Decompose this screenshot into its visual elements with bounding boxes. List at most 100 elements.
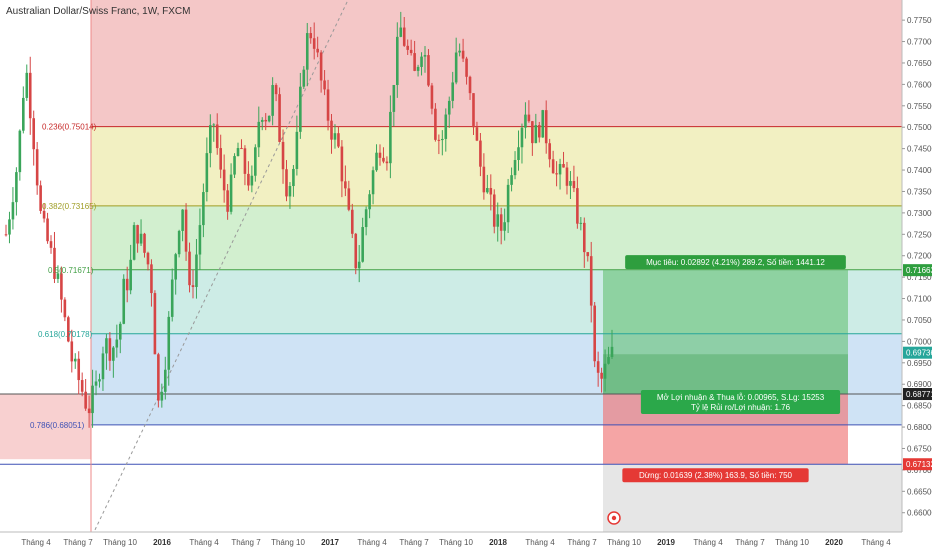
x-axis[interactable]: Tháng 4 Tháng 7 Tháng 10 2016 Tháng 4 Tháng 7… bbox=[0, 511, 932, 550]
candle-body bbox=[312, 38, 316, 49]
x-tick-label-5: Tháng 7 bbox=[231, 538, 261, 547]
x-tick-label-6: Tháng 10 bbox=[271, 538, 305, 547]
candle-body bbox=[603, 363, 607, 379]
candle-body bbox=[215, 124, 219, 149]
candle-body bbox=[389, 111, 392, 164]
candle-body bbox=[364, 209, 368, 228]
candle-body bbox=[326, 89, 330, 121]
candle-body bbox=[375, 152, 378, 171]
candle-body bbox=[548, 143, 551, 160]
candle-body bbox=[226, 190, 229, 212]
candle-body bbox=[80, 380, 84, 392]
candle-body bbox=[278, 94, 281, 142]
candle-body bbox=[191, 285, 195, 288]
candle-body bbox=[22, 97, 25, 131]
candle-body bbox=[264, 119, 268, 122]
candle-body bbox=[368, 194, 371, 210]
price-tag-1 bbox=[903, 346, 932, 359]
fib-lines-layer bbox=[0, 0, 902, 532]
candle-body bbox=[382, 157, 385, 162]
candle-body bbox=[558, 164, 562, 175]
x-tick-label-12: Tháng 4 bbox=[525, 538, 555, 547]
candle-body bbox=[496, 214, 500, 227]
candle-body bbox=[302, 69, 306, 87]
candle-body bbox=[28, 72, 32, 119]
candle-body bbox=[444, 114, 448, 139]
candle-body bbox=[593, 305, 596, 362]
x-tick-label-4: Tháng 4 bbox=[189, 538, 219, 547]
event-marker-icon[interactable] bbox=[607, 511, 621, 525]
candle-body bbox=[361, 227, 364, 262]
chart-title: Australian Dollar/Swiss Franc, 1W, FXCM bbox=[6, 6, 191, 17]
candle-body bbox=[589, 256, 593, 306]
candle-body bbox=[73, 358, 77, 362]
candle-body bbox=[49, 241, 53, 248]
candle-body bbox=[482, 166, 486, 193]
candle-body bbox=[354, 233, 358, 269]
candle-body bbox=[174, 254, 177, 280]
candle-body bbox=[295, 131, 299, 169]
candle-body bbox=[105, 338, 108, 354]
candle-body bbox=[555, 173, 558, 175]
candle-body bbox=[39, 185, 42, 211]
candle-body bbox=[396, 36, 399, 86]
target-label-bg bbox=[625, 255, 846, 270]
candle-body bbox=[486, 188, 489, 193]
x-tick-label-1: Tháng 7 bbox=[63, 538, 93, 547]
x-tick-label-20: Tháng 4 bbox=[861, 538, 891, 547]
candle-body bbox=[458, 50, 461, 53]
candle-body bbox=[18, 130, 22, 173]
candle-body bbox=[260, 119, 264, 122]
candle-body bbox=[4, 234, 8, 236]
candle-body bbox=[236, 148, 240, 157]
candle-body bbox=[319, 52, 323, 81]
candle-body bbox=[416, 66, 420, 71]
candle-body bbox=[600, 372, 603, 379]
candle-body bbox=[25, 72, 29, 98]
candle-body bbox=[32, 118, 36, 150]
candle-body bbox=[340, 146, 344, 182]
candle-body bbox=[586, 252, 590, 257]
price-tag-label-1: 0.69736 bbox=[906, 349, 932, 358]
candle-body bbox=[499, 214, 503, 231]
candle-body bbox=[247, 173, 250, 186]
candle-body bbox=[503, 222, 506, 231]
fib-label-2: 0.5(0.71671) bbox=[48, 266, 94, 275]
candle-body bbox=[125, 278, 129, 291]
candle-body bbox=[292, 168, 295, 187]
candle-body bbox=[122, 278, 126, 324]
candle-body bbox=[475, 127, 479, 141]
candle-body bbox=[579, 222, 583, 224]
candle-body bbox=[212, 124, 216, 126]
candle-body bbox=[551, 159, 555, 174]
candle-body bbox=[233, 156, 236, 175]
x-tick-label-3: 2016 bbox=[153, 538, 171, 547]
candle-body bbox=[129, 259, 132, 291]
fib-label-1: 0.382(0.73165) bbox=[42, 202, 97, 211]
candle-body bbox=[489, 188, 493, 195]
candle-body bbox=[56, 273, 60, 279]
candle-body bbox=[146, 252, 150, 265]
candle-body bbox=[108, 338, 112, 361]
candle-body bbox=[143, 233, 146, 253]
candle-body bbox=[565, 167, 569, 186]
target-zone bbox=[603, 270, 848, 395]
candle-body bbox=[309, 33, 313, 39]
candle-body bbox=[274, 85, 278, 95]
candle-body bbox=[562, 164, 565, 168]
pnl-label-text-1: Tỷ lệ Rủi ro/Lợi nhuận: 1.76 bbox=[691, 403, 791, 412]
candle-body bbox=[610, 346, 614, 358]
candle-body bbox=[534, 125, 538, 144]
candle-body bbox=[60, 273, 63, 300]
price-tag-3 bbox=[903, 458, 932, 471]
